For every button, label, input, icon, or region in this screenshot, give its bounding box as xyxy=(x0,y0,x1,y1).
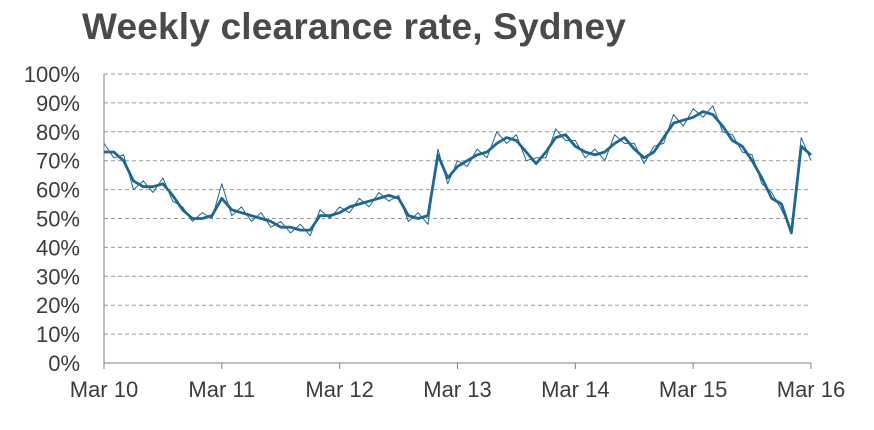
y-tick-label: 40% xyxy=(36,235,80,260)
y-tick-label: 50% xyxy=(36,207,80,232)
x-tick-label: Mar 11 xyxy=(188,377,255,402)
y-tick-label: 30% xyxy=(36,264,80,289)
x-tick-label: Mar 12 xyxy=(305,377,373,402)
series-group xyxy=(103,105,812,237)
y-tick-label: 10% xyxy=(36,322,80,347)
y-tick-label: 70% xyxy=(36,149,80,174)
chart-title: Weekly clearance rate, Sydney xyxy=(82,6,626,47)
x-tick-label: Mar 15 xyxy=(659,377,727,402)
x-tick-label: Mar 16 xyxy=(777,377,845,402)
x-tick-label: Mar 14 xyxy=(541,377,609,402)
y-tick-label: 20% xyxy=(36,293,80,318)
y-axis-ticks: 0% 10% 20% 30% 40% 50% 60% 70% 80% 90% 100% xyxy=(24,62,80,376)
x-axis-ticks: Mar 10 Mar 11 Mar 12 Mar 13 Mar 14 Mar 15 Mar … xyxy=(70,363,845,402)
x-tick-label: Mar 10 xyxy=(70,377,138,402)
series-line-smoothed xyxy=(104,110,812,235)
y-tick-label: 60% xyxy=(36,178,80,203)
y-tick-label: 0% xyxy=(48,351,80,376)
gridlines xyxy=(104,73,811,335)
y-tick-label: 80% xyxy=(36,120,80,145)
y-tick-label: 90% xyxy=(36,91,80,116)
x-tick-label: Mar 13 xyxy=(423,377,491,402)
series-line-weekly xyxy=(103,105,812,237)
y-tick-label: 100% xyxy=(24,62,80,87)
